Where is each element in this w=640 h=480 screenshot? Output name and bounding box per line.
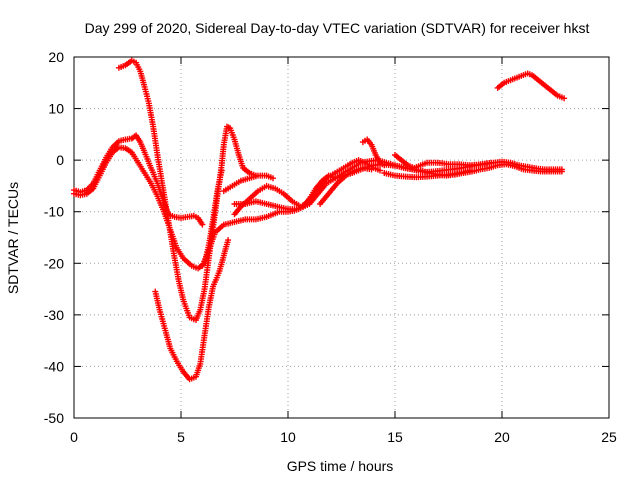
chart-title: Day 299 of 2020, Sidereal Day-to-day VTE…	[85, 20, 590, 36]
data-point	[270, 175, 276, 182]
y-axis-label: SDTVAR / TECUs	[5, 182, 21, 294]
data-point	[561, 95, 568, 102]
series-arc-10	[359, 136, 388, 169]
data-point	[381, 162, 388, 169]
y-tick-label: -20	[44, 255, 64, 271]
data-series	[71, 57, 568, 383]
y-tick-label: -10	[44, 204, 64, 220]
y-tick-label: -50	[44, 410, 64, 426]
data-point	[558, 168, 565, 175]
x-tick-label: 25	[601, 429, 617, 445]
data-point	[225, 237, 232, 244]
grid	[74, 57, 609, 418]
y-tick-label: -30	[44, 307, 64, 323]
data-point	[488, 159, 495, 166]
data-point	[377, 167, 383, 174]
x-axis-label: GPS time / hours	[287, 458, 394, 474]
x-tick-label: 20	[494, 429, 510, 445]
x-tick-label: 15	[387, 429, 403, 445]
data-point	[368, 166, 375, 173]
y-tick-label: 10	[48, 101, 64, 117]
x-tick-label: 10	[280, 429, 296, 445]
y-tick-label: 20	[48, 49, 64, 65]
y-tick-label: 0	[56, 152, 64, 168]
series-arc-4	[152, 237, 232, 383]
series-arc-1	[115, 57, 259, 323]
data-point	[199, 221, 206, 228]
y-tick-label: -40	[44, 358, 64, 374]
plot-frame	[73, 56, 610, 419]
data-point	[466, 167, 473, 174]
series-arc-2	[71, 132, 206, 228]
series-arc-11	[381, 167, 473, 181]
series-arc-9	[317, 164, 375, 207]
series-arc-12	[392, 152, 495, 171]
series-arc-7	[220, 172, 276, 195]
data-point	[218, 167, 225, 174]
series-arc-8	[231, 157, 565, 213]
x-tick-label: 0	[70, 429, 78, 445]
x-tick-label: 5	[177, 429, 185, 445]
series-arc-13	[494, 70, 568, 102]
axis-ticks: 0 5 10 15 20 25 -50 -40 -30 -20 -10 0 10 20	[44, 49, 617, 445]
